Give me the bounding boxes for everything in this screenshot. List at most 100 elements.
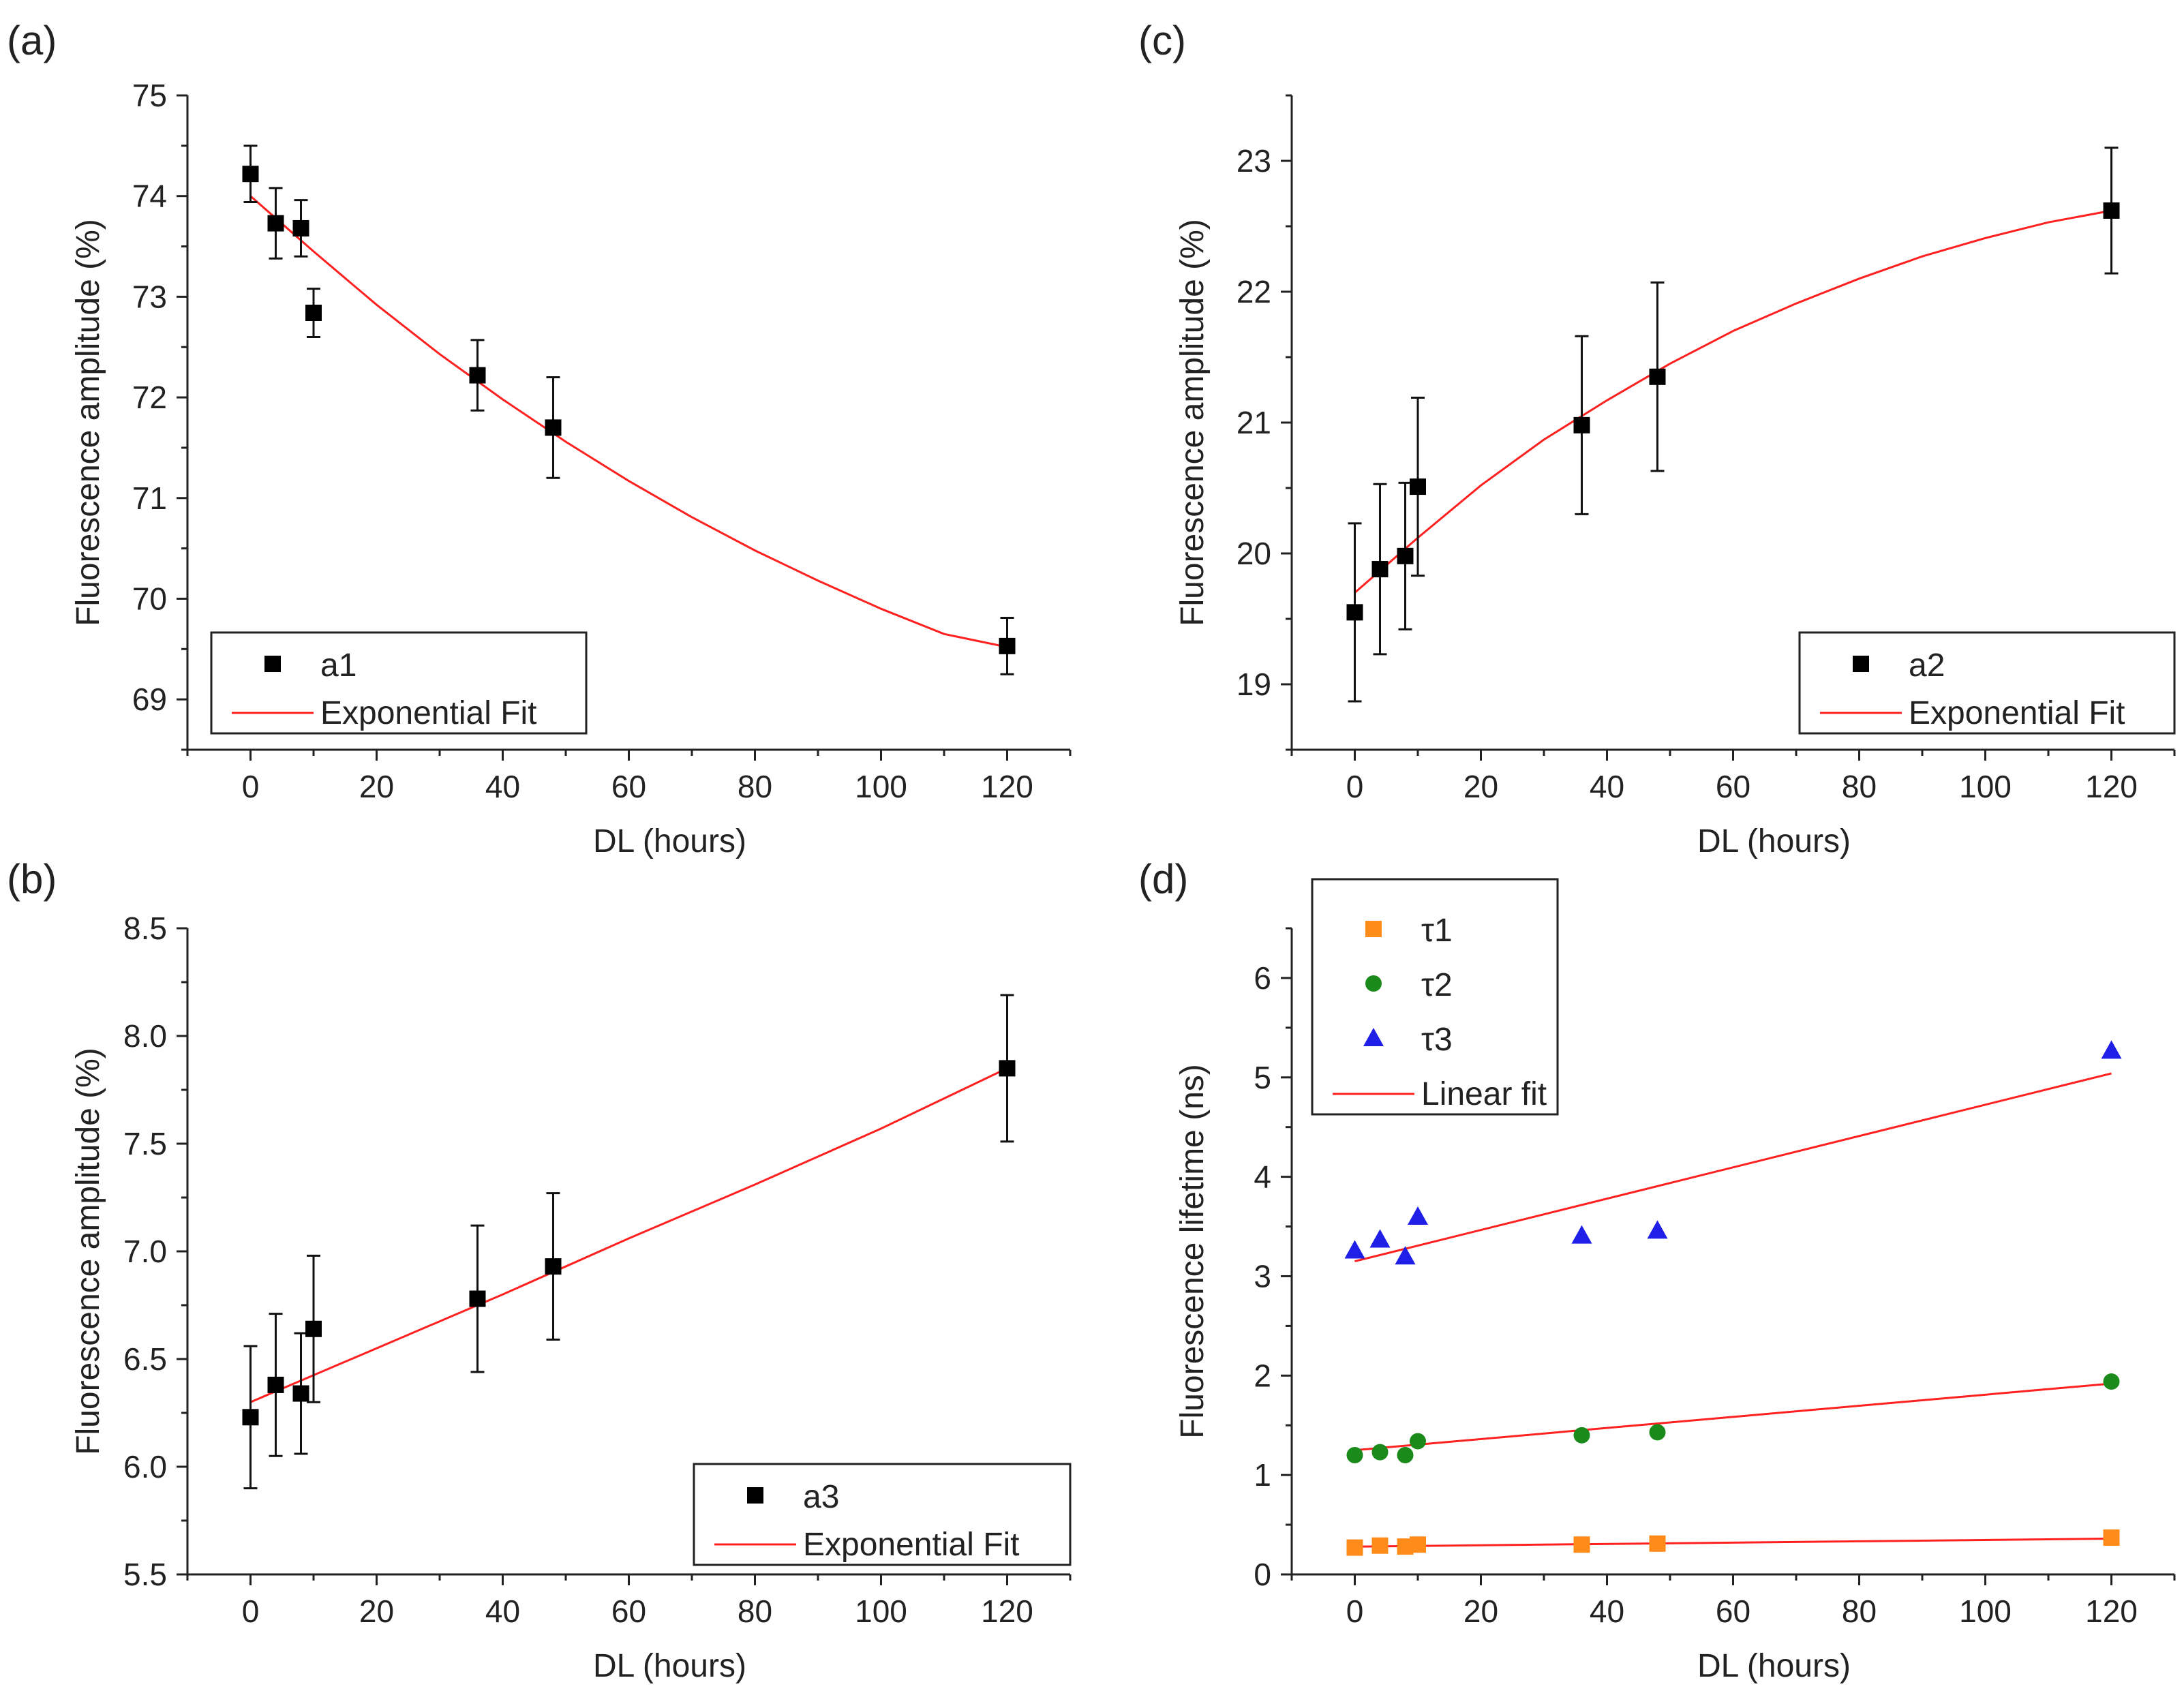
y-tick-label: 6.5 (123, 1341, 167, 1377)
panel-c: (c) 0 20 40 60 80 100 120 19 20 21 22 23 DL (hours) Fl… (1138, 18, 2176, 859)
fit-line (1354, 1538, 2112, 1548)
panel-d: (d) 0 20 40 60 80 100 120 0 1 2 3 4 5 6 DL (hours) Fluor… (1138, 856, 2176, 1684)
legend-marker (1853, 656, 1869, 672)
data-point (1571, 1225, 1592, 1244)
data-point (267, 1376, 284, 1393)
data-point (1573, 1536, 1590, 1553)
data-point (267, 215, 284, 232)
data-point (1346, 1539, 1363, 1556)
y-tick-label: 0 (1254, 1557, 1271, 1592)
data-point (469, 1290, 486, 1307)
y-tick-label: 23 (1237, 143, 1271, 179)
x-tick-label: 80 (1842, 769, 1877, 804)
y-tick-label: 73 (132, 279, 167, 314)
legend-box (210, 631, 588, 735)
data-point (1371, 1537, 1389, 1554)
legend-marker (264, 656, 281, 672)
x-tick-label: 0 (242, 1593, 260, 1629)
legend-label: Exponential Fit (320, 695, 537, 731)
legend-box (1798, 631, 2176, 735)
data-point (292, 219, 309, 237)
panel-label: (b) (7, 856, 57, 902)
data-point (1408, 1206, 1428, 1225)
x-tick-label: 120 (2085, 1593, 2138, 1629)
data-point (1397, 1446, 1414, 1463)
y-tick-label: 22 (1237, 274, 1271, 309)
x-tick-label: 60 (611, 769, 646, 804)
x-tick-label: 100 (1959, 1593, 2012, 1629)
data-point (2103, 1373, 2120, 1390)
x-tick-label: 40 (1590, 1593, 1624, 1629)
legend-marker (1363, 1028, 1384, 1046)
y-tick-label: 19 (1237, 667, 1271, 702)
data-point (2101, 1040, 2122, 1059)
y-tick-label: 75 (132, 78, 167, 113)
fit-line (249, 195, 1007, 648)
legend-marker (1365, 975, 1382, 992)
legend-label: τ1 (1421, 913, 1453, 949)
x-tick-label: 80 (1842, 1593, 1877, 1629)
data-point (1410, 478, 1426, 495)
x-tick-label: 60 (1716, 1593, 1750, 1629)
x-tick-label: 20 (1463, 769, 1498, 804)
data-point (1649, 368, 1666, 385)
data-point (1649, 1424, 1666, 1441)
data-point (999, 1060, 1016, 1077)
legend-box (1311, 878, 1559, 1116)
x-tick-label: 0 (1346, 1593, 1364, 1629)
data-point (1369, 1229, 1391, 1248)
legend-label: Linear fit (1421, 1076, 1547, 1112)
x-tick-label: 20 (359, 1593, 394, 1629)
data-point (1346, 1446, 1363, 1463)
panel-label: (a) (7, 18, 57, 63)
panel-label: (d) (1138, 856, 1188, 902)
x-tick-label: 0 (242, 769, 260, 804)
panel-b: (b) 0 20 40 60 80 100 120 5.5 6.0 6.5 7.0 7.5 8.0 8.5 D… (7, 856, 1072, 1684)
x-tick-label: 80 (738, 1593, 772, 1629)
y-axis-title: Fluorescence amplitude (%) (70, 219, 106, 626)
x-tick-label: 120 (2085, 769, 2138, 804)
x-tick-label: 100 (855, 1593, 907, 1629)
y-tick-label: 74 (132, 179, 167, 214)
panel-a: (a) 0 20 40 60 80 100 120 69 70 71 72 73 74 75 DL (hour… (7, 18, 1072, 859)
y-tick-label: 21 (1237, 405, 1271, 440)
x-tick-label: 40 (485, 1593, 520, 1629)
data-point (1573, 1427, 1590, 1444)
x-tick-label: 80 (738, 769, 772, 804)
y-tick-label: 69 (132, 682, 167, 717)
x-tick-label: 40 (485, 769, 520, 804)
y-tick-label: 5 (1254, 1060, 1271, 1095)
y-tick-label: 3 (1254, 1258, 1271, 1294)
legend-label: a2 (1909, 647, 1945, 684)
y-tick-label: 7.0 (123, 1234, 167, 1269)
panel-label: (c) (1138, 18, 1186, 63)
x-tick-label: 100 (1959, 769, 2012, 804)
data-point (1410, 1536, 1426, 1553)
data-point (305, 1320, 322, 1337)
x-tick-label: 40 (1590, 769, 1624, 804)
x-tick-label: 100 (855, 769, 907, 804)
data-point (305, 305, 322, 322)
legend-label: a1 (320, 647, 357, 684)
data-point (2103, 202, 2120, 219)
x-tick-label: 20 (1463, 1593, 1498, 1629)
y-tick-label: 6.0 (123, 1449, 167, 1484)
y-axis-title: Fluorescence lifetime (ns) (1174, 1064, 1211, 1439)
fit-line (1354, 1072, 2112, 1263)
legend-label: a3 (803, 1479, 839, 1515)
data-point (1371, 561, 1389, 578)
fit-line (1354, 1382, 2112, 1452)
data-point (2103, 1529, 2120, 1546)
data-point (1344, 1240, 1365, 1259)
x-axis-title: DL (hours) (593, 823, 746, 859)
y-tick-label: 1 (1254, 1457, 1271, 1493)
y-tick-label: 71 (132, 481, 167, 516)
legend-label: τ3 (1421, 1022, 1453, 1058)
data-point (545, 1258, 562, 1275)
y-tick-label: 2 (1254, 1358, 1271, 1393)
data-point (469, 367, 486, 384)
data-point (1647, 1220, 1668, 1239)
x-tick-label: 120 (981, 769, 1033, 804)
y-tick-label: 4 (1254, 1159, 1271, 1195)
data-point (1649, 1535, 1666, 1552)
